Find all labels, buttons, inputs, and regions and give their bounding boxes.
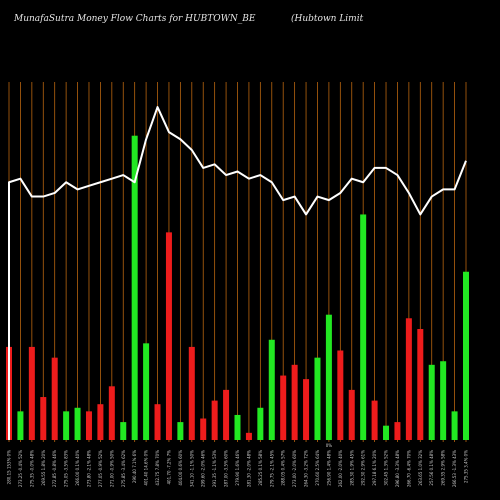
- x-tick-label: 275.05 -3.5% 83%: [64, 450, 69, 487]
- money-flow-bar: [63, 411, 70, 440]
- money-flow-bar: [440, 361, 447, 440]
- money-flow-bar: [223, 389, 230, 440]
- money-flow-bar: [325, 314, 332, 440]
- x-tick-label: 266.70 -6.4% 70%: [406, 450, 411, 487]
- x-tick-label: 275.85 -3.4% 62%: [121, 450, 126, 487]
- money-flow-bar: [463, 271, 469, 440]
- x-tick-label: 277.05 -0.9% 52%: [98, 450, 103, 487]
- x-tick-label: 287.00 -3.5% 60%: [224, 450, 229, 487]
- money-flow-bar: [74, 407, 81, 440]
- money-flow-bar: [303, 379, 310, 440]
- x-tick-label: 264.30 -3.2% 72%: [304, 450, 309, 487]
- x-tick-label: 262.00 -2.0% 40%: [338, 450, 343, 487]
- x-tick-label: 401.70 -7.2% 7%: [166, 450, 171, 485]
- x-tick-label: 270.60 2.5% 64%: [315, 450, 320, 486]
- money-flow-bar: [234, 414, 241, 440]
- x-tick-label: 401.40 14.6% 0%: [144, 450, 149, 486]
- x-tick-label: 275.35 3.4% 0%: [464, 450, 469, 483]
- x-tick-label: 279.90 1.6% 46%: [235, 450, 240, 486]
- x-tick-label: 432.75 7.8% 70%: [155, 450, 160, 486]
- x-tick-label: 285.30 1.9% 45%: [349, 450, 354, 486]
- x-tick-label: 299.60 -2.0% 46%: [201, 450, 206, 487]
- money-flow-bar: [165, 232, 172, 440]
- money-flow-bar: [17, 411, 24, 440]
- money-flow-bar: [268, 339, 275, 440]
- money-flow-bar: [51, 357, 58, 440]
- money-flow-bar: [143, 343, 150, 440]
- money-flow-bar: [177, 422, 184, 440]
- x-tick-label: 273.80 -2.1% 48%: [86, 450, 91, 487]
- x-tick-label: 271.00 -0.9% 50%: [109, 450, 114, 487]
- money-flow-bar: [108, 386, 115, 440]
- money-flow-bar: [371, 400, 378, 440]
- company-name: (Hubtown Limit: [291, 14, 364, 24]
- x-tick-label: 281.30 -2.0% 48%: [246, 450, 251, 487]
- x-tick-label: 291.35 -1.1% 53%: [212, 450, 217, 487]
- price-line: [8, 106, 467, 440]
- money-flow-bar: [188, 346, 195, 440]
- money-flow-bar: [85, 411, 92, 440]
- x-tick-label: 288.05 0.4% 57%: [281, 450, 286, 486]
- x-tick-label: 269.35 2.9% 58%: [441, 450, 446, 486]
- money-flow-bar: [211, 400, 218, 440]
- x-tick-label: 302.45 1.3% 52%: [384, 450, 389, 486]
- money-flow-bar: [417, 329, 424, 440]
- money-flow-bar: [348, 389, 355, 440]
- money-flow-bar: [97, 404, 104, 440]
- money-flow-bar: [280, 375, 287, 440]
- x-tick-label: 263.65 1.0% 32%: [418, 450, 423, 486]
- x-tick-label: 404.00 0.6% 60%: [178, 450, 183, 486]
- x-tick-label: 341.10 -1.1% 50%: [189, 450, 194, 487]
- money-flow-bar: [131, 135, 138, 440]
- money-flow-bar: [383, 425, 390, 440]
- money-flow-bar: [405, 318, 412, 440]
- x-tick-label: 297.18 6.1% 20%: [372, 450, 377, 486]
- x-tick-label: 266.00 0.1% 40%: [75, 450, 80, 486]
- x-tick-label: 272.85 -0.8% 46%: [52, 450, 57, 487]
- x-tick-label: 290.40 7.1% 6%: [132, 450, 137, 483]
- money-flow-bar: [257, 407, 264, 440]
- chart-title: MunafaSutra Money Flow Charts for HUBTOW…: [14, 14, 256, 24]
- x-tick-label: 273.25 -0.4% 52%: [18, 450, 23, 487]
- x-tick-label: 275.35 -0.0% 48%: [29, 450, 34, 487]
- money-flow-bar: [291, 364, 298, 440]
- money-flow-bar: [40, 397, 47, 440]
- money-flow-bar: [154, 404, 161, 440]
- money-flow-bar: [428, 364, 435, 440]
- x-tick-label: 285.25 0.1% 58%: [258, 450, 263, 486]
- money-flow-bar: [451, 411, 458, 440]
- money-flow-bar: [120, 422, 127, 440]
- x-tick-label: 292.30 2.9% 61%: [361, 450, 366, 486]
- money-flow-bar: [245, 432, 252, 440]
- x-tick-label: 257.56 0.1% 48%: [429, 450, 434, 486]
- money-flow-bar: [314, 357, 321, 440]
- annotation-label: 0%: [326, 443, 333, 448]
- money-flow-bar: [360, 214, 367, 440]
- money-flow-bar: [200, 418, 207, 440]
- x-tick-label: 279.75 -2.1% 45%: [269, 450, 274, 487]
- x-tick-label: 256.90 1.4% 48%: [326, 450, 331, 486]
- money-flow-bar: [337, 350, 344, 440]
- money-flow-bar: [394, 422, 401, 440]
- x-tick-label: 269.55 1.8% 20%: [41, 450, 46, 486]
- money-flow-bar: [28, 346, 35, 440]
- x-tick-label: 266.53 -1.3% 43%: [452, 450, 457, 487]
- x-tick-label: 273.00 -2.0% 60%: [292, 450, 297, 487]
- x-tick-label: 296.80 -3.3% 48%: [395, 450, 400, 487]
- x-tick-label: 280.15 153% 0%: [7, 450, 12, 485]
